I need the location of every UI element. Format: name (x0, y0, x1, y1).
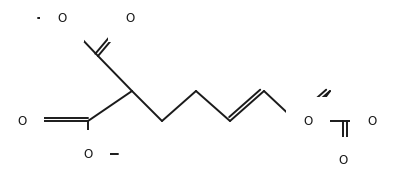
Text: O: O (58, 12, 67, 24)
Text: O: O (17, 114, 27, 128)
Text: O: O (338, 154, 348, 168)
Text: O: O (83, 148, 93, 161)
Text: O: O (125, 12, 135, 24)
Text: O: O (303, 114, 312, 128)
Text: O: O (367, 114, 377, 128)
